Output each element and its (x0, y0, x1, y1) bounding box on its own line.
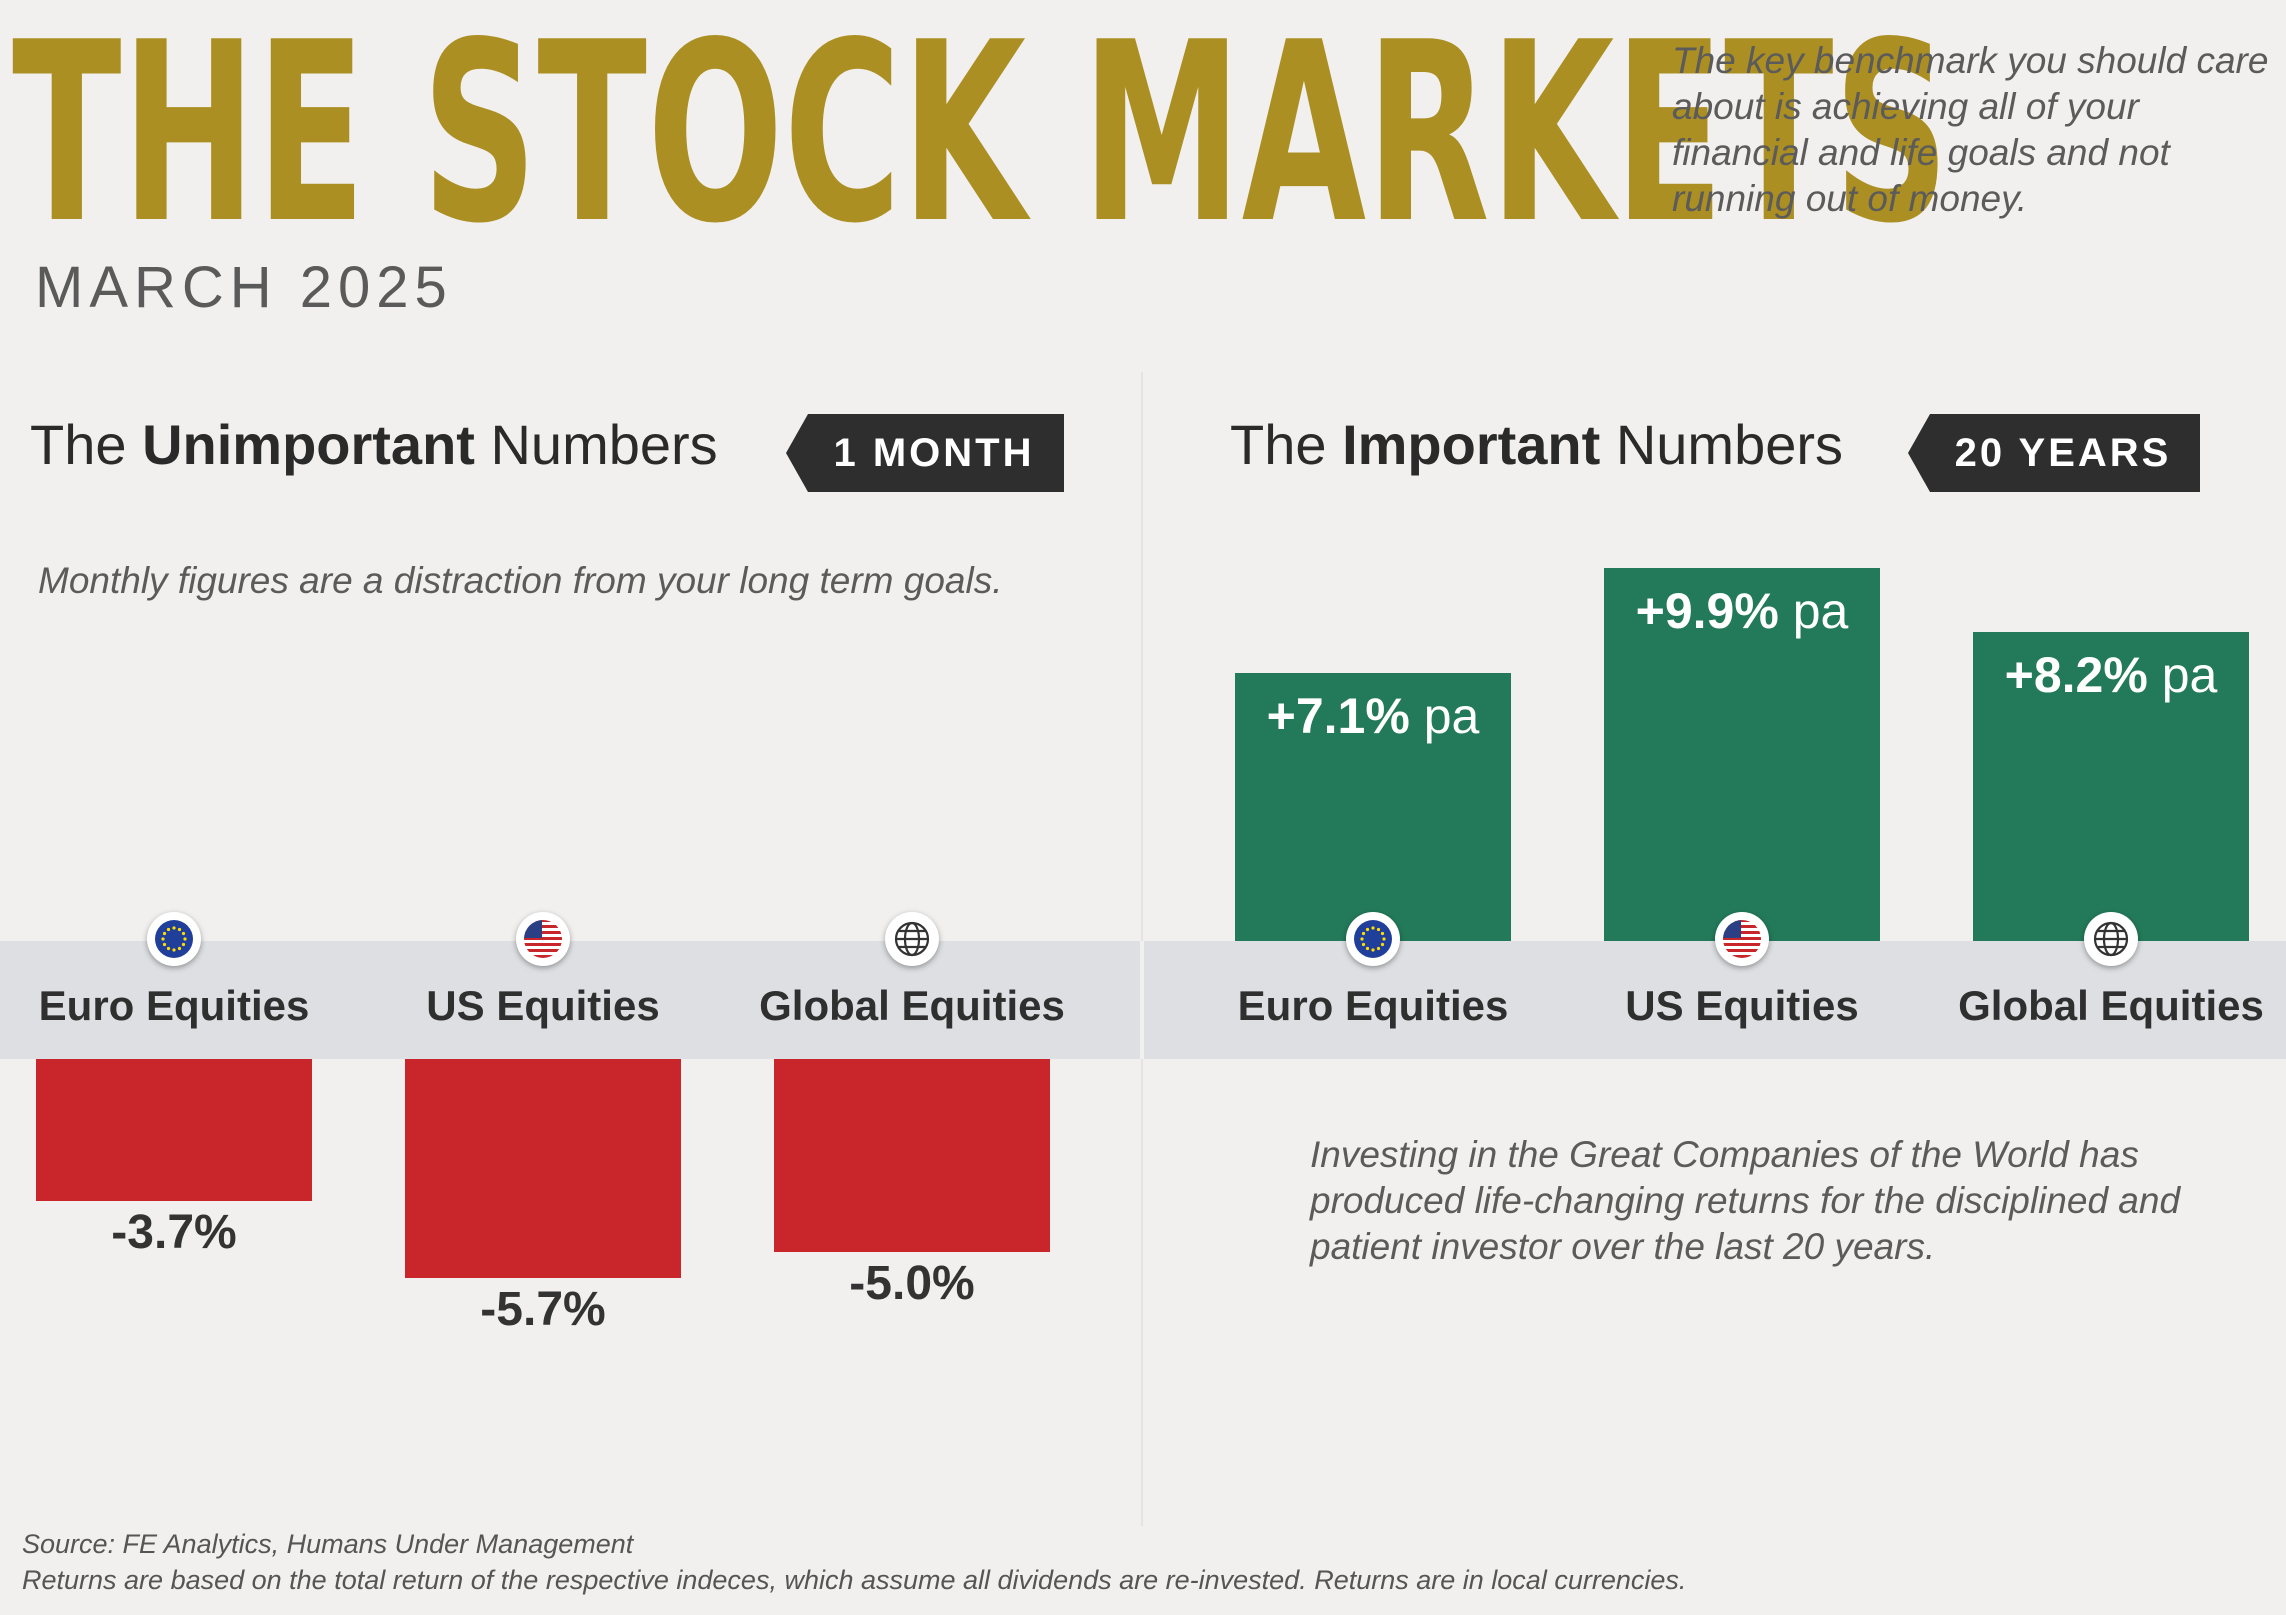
period-badge-20-years: 20 YEARS (1908, 414, 2200, 492)
bar-20yr-euro-equities (1235, 673, 1511, 941)
category-label-monthly-us-equities: US Equities (426, 982, 660, 1029)
value-label-20yr-euro-equities: +7.1% pa (1266, 688, 1480, 745)
page-title: THE STOCK MARKETS (12, 0, 1950, 278)
bar-monthly-us-equities (405, 1059, 681, 1279)
bar-20yr-global-equities (1973, 631, 2249, 941)
right-title-pre: The (1230, 413, 1327, 476)
value-label-monthly-us-equities: -5.7% (480, 1283, 606, 1337)
bar-monthly-global-equities (774, 1059, 1050, 1252)
globe-icon (2084, 912, 2138, 966)
period-badge-1-month: 1 MONTH (786, 414, 1064, 492)
footer-disclaimer: Returns are based on the total return of… (22, 1565, 1687, 1595)
value-label-monthly-euro-equities: -3.7% (111, 1206, 237, 1260)
value-label-monthly-global-equities: -5.0% (849, 1256, 975, 1310)
globe-icon (885, 912, 939, 966)
value-label-20yr-us-equities: +9.9% pa (1635, 582, 1849, 639)
right-title-post: Numbers (1615, 413, 1844, 476)
footer-source: Source: FE Analytics, Humans Under Manag… (22, 1529, 634, 1559)
category-band-gap (1140, 941, 1144, 1059)
left-title-post: Numbers (490, 413, 718, 476)
us-flag-icon (1715, 912, 1769, 966)
bar-monthly-euro-equities (36, 1059, 312, 1202)
eu-flag-icon (147, 912, 201, 966)
page-subtitle: MARCH 2025 (35, 255, 453, 320)
category-label-20yr-euro-equities: Euro Equities (1237, 982, 1509, 1029)
value-label-20yr-global-equities: +8.2% pa (2004, 646, 2218, 703)
right-panel-note: Investing in the Great Companies of the … (1310, 1134, 2181, 1267)
category-label-20yr-us-equities: US Equities (1625, 982, 1859, 1029)
footer: Source: FE Analytics, Humans Under Manag… (22, 1526, 1686, 1598)
right-panel-title: The Important Numbers (1230, 412, 1843, 477)
category-label-20yr-global-equities: Global Equities (1958, 982, 2264, 1029)
left-title-bold: Unimportant (142, 413, 475, 476)
left-title-pre: The (30, 413, 127, 476)
category-label-monthly-euro-equities: Euro Equities (38, 982, 310, 1029)
category-label-monthly-global-equities: Global Equities (759, 982, 1065, 1029)
eu-flag-icon (1346, 912, 1400, 966)
right-title-bold: Important (1342, 413, 1601, 476)
left-panel-title: The Unimportant Numbers (30, 412, 718, 477)
left-panel-note: Monthly figures are a distraction from y… (38, 560, 1003, 601)
intro-text: The key benchmark you should care about … (1672, 40, 2269, 219)
us-flag-icon (516, 912, 570, 966)
bar-20yr-us-equities (1604, 567, 1880, 941)
